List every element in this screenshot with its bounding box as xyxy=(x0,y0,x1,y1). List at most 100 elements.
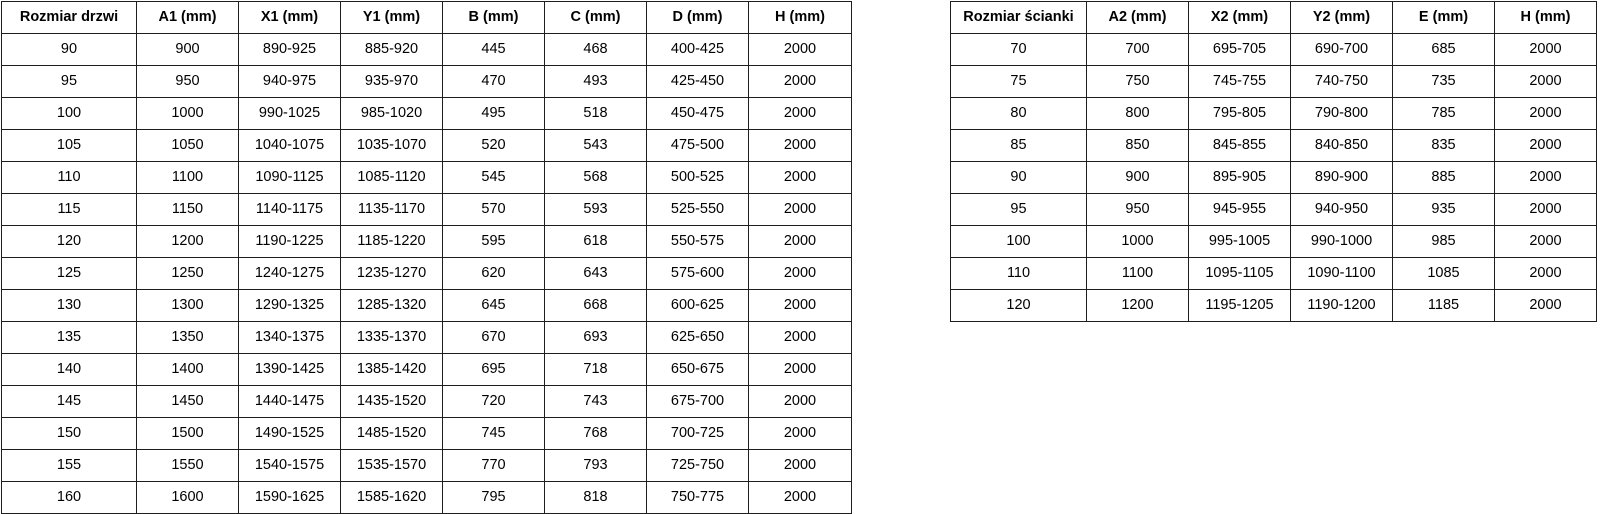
table-cell: 2000 xyxy=(748,257,852,290)
table-cell: 745 xyxy=(442,417,545,450)
table-row: 95 950 940-975 935-970 470 493 425-450 2000 xyxy=(1,65,852,98)
table-cell: 475-500 xyxy=(646,129,749,162)
table-cell: 625-650 xyxy=(646,321,749,354)
table-cell: 685 xyxy=(1392,33,1495,66)
table-cell: 2000 xyxy=(1494,161,1597,194)
table-row: 120 1200 1195-1205 1190-1200 1185 2000 xyxy=(950,289,1597,322)
table-cell: 1250 xyxy=(136,257,239,290)
table-cell: 2000 xyxy=(748,97,852,130)
table-cell: 1235-1270 xyxy=(340,257,443,290)
table-cell: 990-1000 xyxy=(1290,225,1393,258)
table-cell: 100 xyxy=(1,97,137,130)
table-cell: 2000 xyxy=(748,193,852,226)
table-cell: 1550 xyxy=(136,449,239,482)
table-row: 140 1400 1390-1425 1385-1420 695 718 650-675 20… xyxy=(1,353,852,386)
table-cell: 1200 xyxy=(136,225,239,258)
table-cell: 770 xyxy=(442,449,545,482)
table-cell: 493 xyxy=(544,65,647,98)
table-cell: 1535-1570 xyxy=(340,449,443,482)
table-cell: 2000 xyxy=(748,353,852,386)
table-cell: 1340-1375 xyxy=(238,321,341,354)
table-cell: 500-525 xyxy=(646,161,749,194)
table-cell: 1600 xyxy=(136,481,239,514)
table-row: 80 800 795-805 790-800 785 2000 xyxy=(950,97,1597,130)
table-cell: 935 xyxy=(1392,193,1495,226)
table-cell: 2000 xyxy=(748,129,852,162)
table-cell: 545 xyxy=(442,161,545,194)
column-header: Rozmiar ścianki xyxy=(950,1,1087,34)
table-cell: 1190-1200 xyxy=(1290,289,1393,322)
table-cell: 160 xyxy=(1,481,137,514)
table-cell: 595 xyxy=(442,225,545,258)
table-cell: 850 xyxy=(1086,129,1189,162)
table-cell: 620 xyxy=(442,257,545,290)
table-cell: 2000 xyxy=(748,417,852,450)
table-cell: 445 xyxy=(442,33,545,66)
table-cell: 890-925 xyxy=(238,33,341,66)
table-cell: 718 xyxy=(544,353,647,386)
table-cell: 1150 xyxy=(136,193,239,226)
column-header: Rozmiar drzwi xyxy=(1,1,137,34)
table-cell: 593 xyxy=(544,193,647,226)
table-cell: 155 xyxy=(1,449,137,482)
table-row: 120 1200 1190-1225 1185-1220 595 618 550-575 20… xyxy=(1,225,852,258)
table-cell: 568 xyxy=(544,161,647,194)
table-cell: 1000 xyxy=(1086,225,1189,258)
table-row: 130 1300 1290-1325 1285-1320 645 668 600-625 20… xyxy=(1,289,852,322)
table-cell: 2000 xyxy=(1494,257,1597,290)
table-cell: 1200 xyxy=(1086,289,1189,322)
table-row: 145 1450 1440-1475 1435-1520 720 743 675-700 20… xyxy=(1,385,852,418)
table-cell: 745-755 xyxy=(1188,65,1291,98)
table-cell: 1385-1420 xyxy=(340,353,443,386)
table-cell: 570 xyxy=(442,193,545,226)
table-cell: 700 xyxy=(1086,33,1189,66)
table-row: 160 1600 1590-1625 1585-1620 795 818 750-775 20… xyxy=(1,481,852,514)
table-cell: 450-475 xyxy=(646,97,749,130)
table-cell: 90 xyxy=(950,161,1087,194)
table-cell: 743 xyxy=(544,385,647,418)
table-cell: 468 xyxy=(544,33,647,66)
table-cell: 740-750 xyxy=(1290,65,1393,98)
table-cell: 800 xyxy=(1086,97,1189,130)
table-cell: 645 xyxy=(442,289,545,322)
table-cell: 900 xyxy=(1086,161,1189,194)
table-cell: 495 xyxy=(442,97,545,130)
table-cell: 600-625 xyxy=(646,289,749,322)
table-cell: 130 xyxy=(1,289,137,322)
table-cell: 2000 xyxy=(1494,225,1597,258)
table-cell: 945-955 xyxy=(1188,193,1291,226)
table-cell: 793 xyxy=(544,449,647,482)
column-header: C (mm) xyxy=(544,1,647,34)
table-cell: 735 xyxy=(1392,65,1495,98)
table-cell: 1085 xyxy=(1392,257,1495,290)
header-row: Rozmiar drzwi A1 (mm) X1 (mm) Y1 (mm) B (mm)… xyxy=(1,1,852,34)
table-cell: 940-975 xyxy=(238,65,341,98)
table-cell: 725-750 xyxy=(646,449,749,482)
table-cell: 2000 xyxy=(748,449,852,482)
table-cell: 1590-1625 xyxy=(238,481,341,514)
table-cell: 2000 xyxy=(748,33,852,66)
table-row: 100 1000 995-1005 990-1000 985 2000 xyxy=(950,225,1597,258)
table-cell: 120 xyxy=(1,225,137,258)
table-cell: 950 xyxy=(136,65,239,98)
column-header: B (mm) xyxy=(442,1,545,34)
table-cell: 2000 xyxy=(748,225,852,258)
table-cell: 750 xyxy=(1086,65,1189,98)
table-cell: 990-1025 xyxy=(238,97,341,130)
table-cell: 785 xyxy=(1392,97,1495,130)
table-cell: 95 xyxy=(950,193,1087,226)
table-cell: 120 xyxy=(950,289,1087,322)
table-cell: 1300 xyxy=(136,289,239,322)
table-cell: 818 xyxy=(544,481,647,514)
table-cell: 895-905 xyxy=(1188,161,1291,194)
table-cell: 885 xyxy=(1392,161,1495,194)
table-cell: 2000 xyxy=(748,289,852,322)
table-cell: 668 xyxy=(544,289,647,322)
table-cell: 1190-1225 xyxy=(238,225,341,258)
table-cell: 1085-1120 xyxy=(340,161,443,194)
table-cell: 135 xyxy=(1,321,137,354)
table-cell: 935-970 xyxy=(340,65,443,98)
table-cell: 985 xyxy=(1392,225,1495,258)
table-cell: 105 xyxy=(1,129,137,162)
column-header: Y2 (mm) xyxy=(1290,1,1393,34)
